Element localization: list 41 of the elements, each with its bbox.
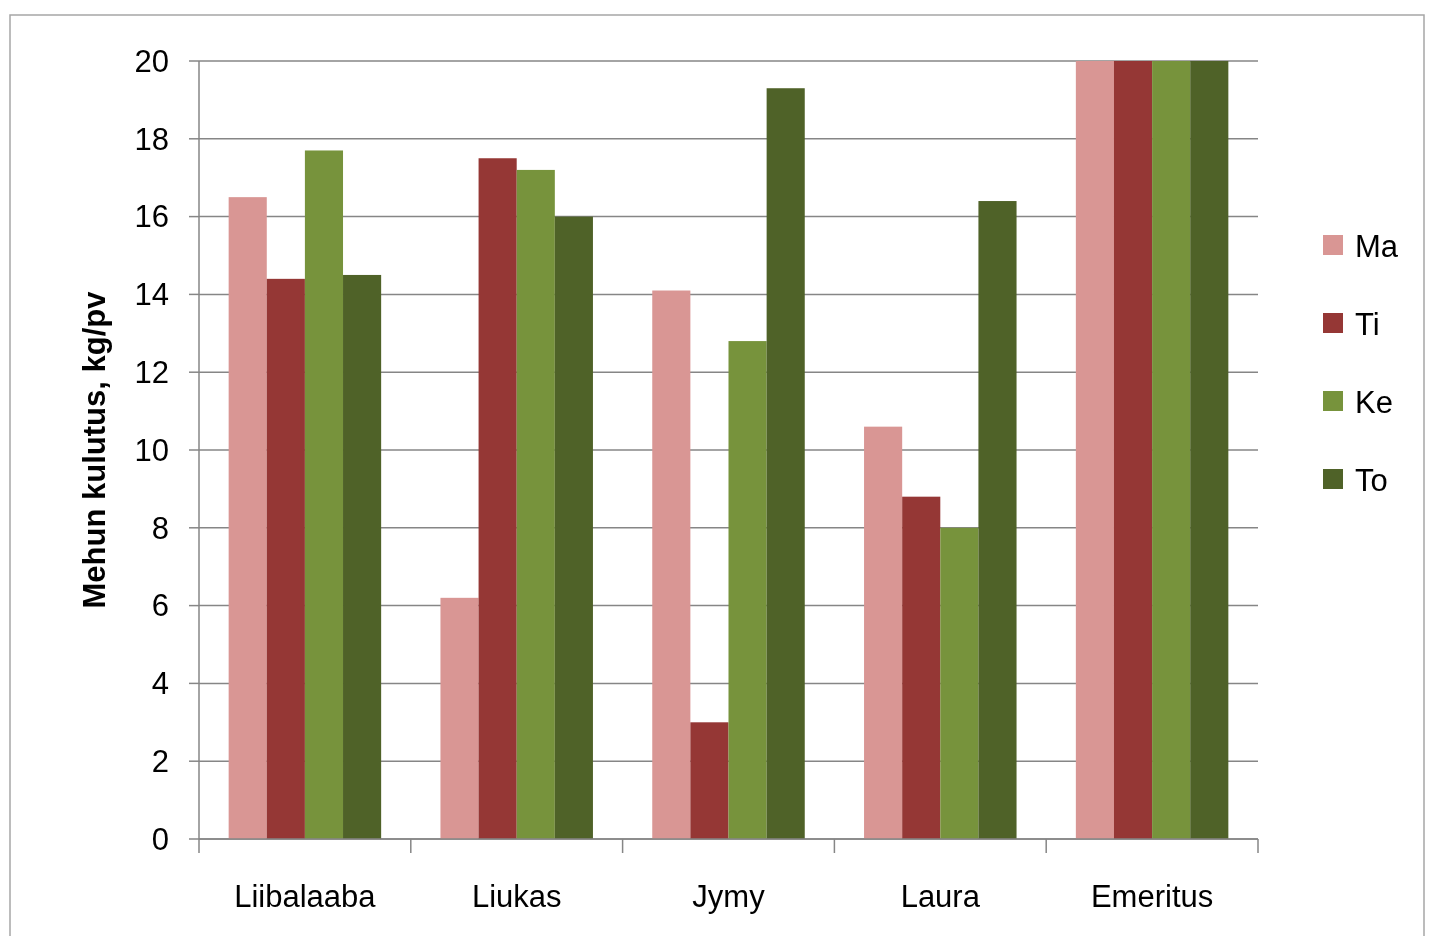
y-tick-label: 20 xyxy=(134,43,169,79)
y-tick-label: 6 xyxy=(151,588,169,624)
bar xyxy=(1113,61,1153,839)
y-tick-label: 14 xyxy=(134,277,169,313)
x-tick-label: Liibalaaba xyxy=(234,879,377,914)
bar xyxy=(1152,61,1191,839)
x-tick-label: Emeritus xyxy=(1090,879,1214,914)
y-tick-label: 4 xyxy=(151,666,169,702)
bar xyxy=(228,197,267,839)
bar xyxy=(440,597,479,839)
bar xyxy=(728,341,767,839)
bar xyxy=(940,527,979,839)
x-tick-label: Liukas xyxy=(471,879,562,914)
bar xyxy=(343,274,382,839)
bar xyxy=(766,88,805,839)
legend-label: Ti xyxy=(1355,306,1380,342)
bar xyxy=(902,496,941,839)
y-tick-label: 16 xyxy=(134,199,169,235)
y-tick-label: 2 xyxy=(151,744,169,780)
bar xyxy=(478,158,517,839)
bar xyxy=(516,169,555,839)
bar xyxy=(554,216,593,839)
y-tick-label: 0 xyxy=(151,821,169,857)
x-tick-label: Jymy xyxy=(692,879,766,914)
y-tick-label: 12 xyxy=(134,355,169,391)
y-tick-label: 18 xyxy=(134,121,169,157)
x-tick-label: Laura xyxy=(900,879,981,914)
bar xyxy=(1075,61,1114,839)
y-tick-label: 8 xyxy=(151,510,169,546)
y-tick-label: 10 xyxy=(134,432,169,468)
legend-label: To xyxy=(1355,462,1388,498)
legend-label: Ke xyxy=(1355,384,1393,420)
bar xyxy=(978,201,1017,839)
bar xyxy=(690,722,729,839)
legend-label: Ma xyxy=(1355,228,1399,264)
bar xyxy=(266,278,305,839)
bar xyxy=(864,426,903,839)
bar xyxy=(1190,61,1229,839)
bar xyxy=(652,290,691,839)
bar xyxy=(304,150,344,839)
y-axis-title: Mehun kulutus, kg/pv xyxy=(77,290,112,609)
